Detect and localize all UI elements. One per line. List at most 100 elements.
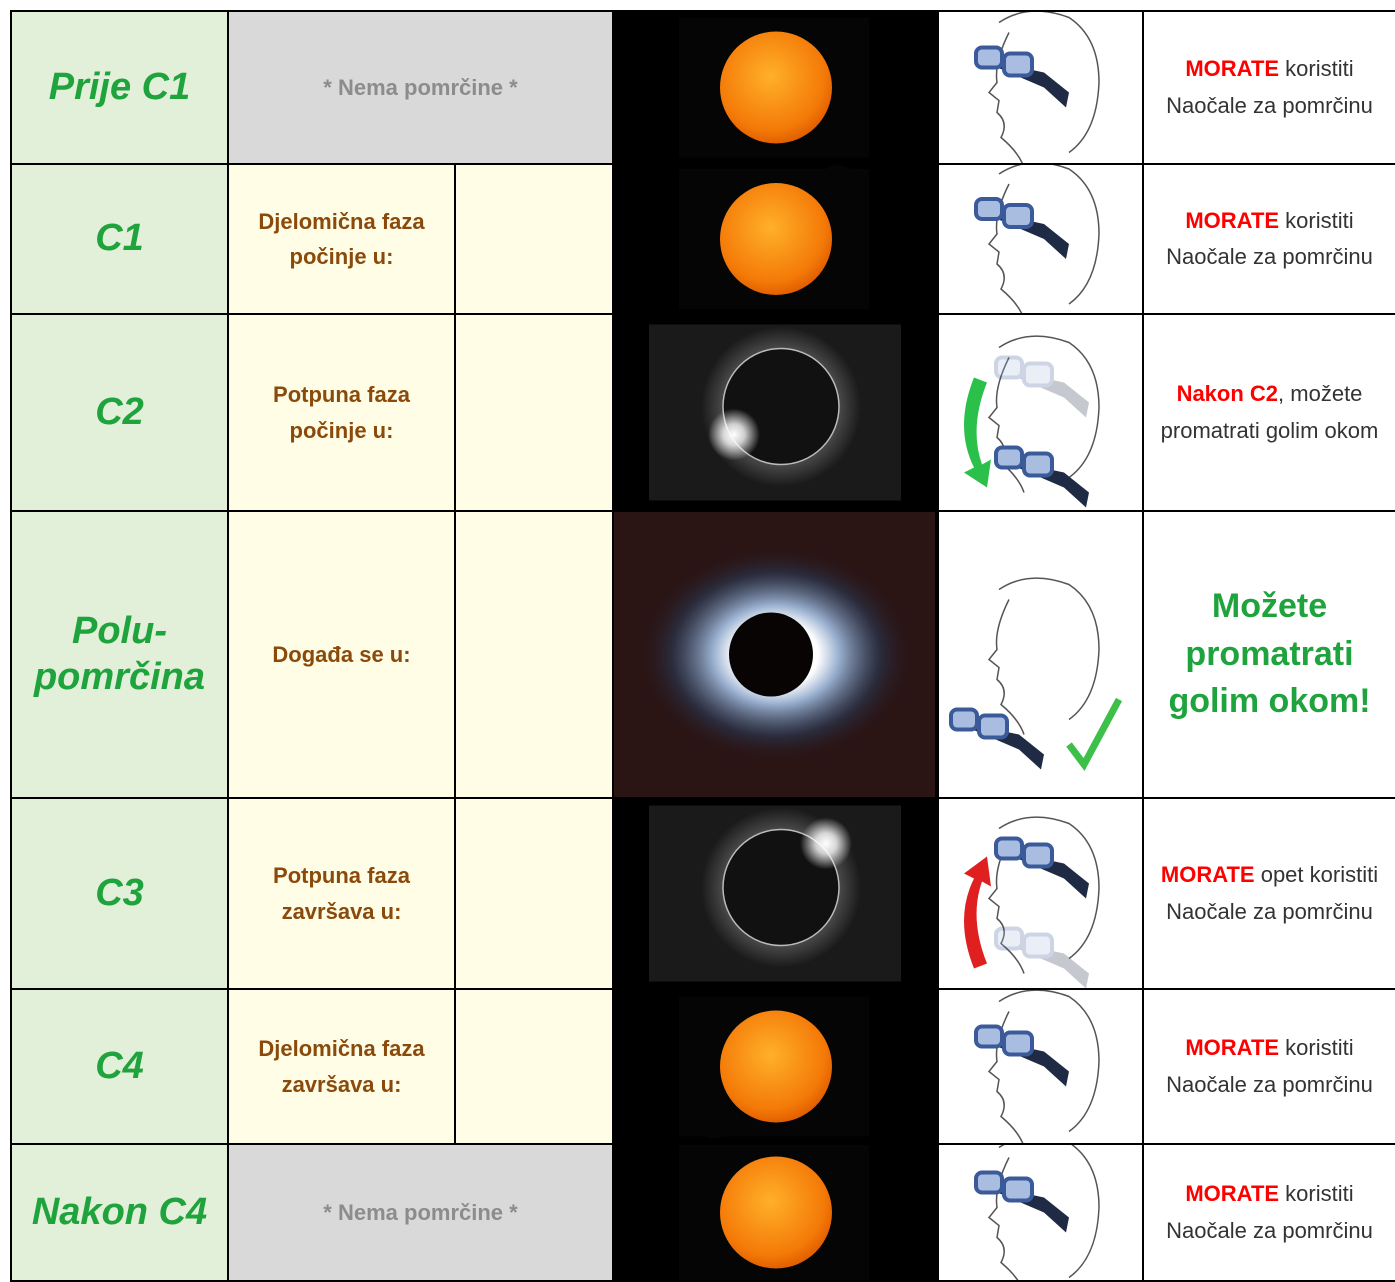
instruction-text: koristiti Naočale za pomrčinu — [1166, 207, 1373, 269]
phase-cell: C2 — [10, 313, 229, 512]
glasses-icon-cell — [937, 988, 1144, 1145]
illustration-part — [1002, 51, 1034, 78]
eclipse-image-cell — [612, 163, 939, 315]
illustration-part — [949, 707, 1044, 770]
instruction-cell: MORATE koristiti Naočale za pomrčinu — [1142, 1143, 1395, 1282]
illustration-part — [987, 991, 1100, 1142]
instruction-emphasis: MORATE — [1185, 1035, 1280, 1061]
time-cell — [454, 797, 614, 990]
illustration — [949, 577, 1123, 771]
illustration-part — [729, 612, 813, 697]
illustration-part — [987, 816, 1100, 974]
phase-cell: Polu-pomrčina — [10, 510, 229, 799]
phase-cell: Nakon C4 — [10, 1143, 229, 1282]
illustration-part — [1022, 842, 1054, 869]
illustration — [679, 166, 869, 309]
illustration-part — [994, 355, 1024, 380]
illustration — [964, 816, 1100, 987]
description-cell: Potpuna faza počinje u: — [227, 313, 456, 512]
table-row: C2 Potpuna faza počinje u: Nakon C2, možet… — [10, 313, 1395, 512]
time-cell — [454, 510, 614, 799]
illustration-part — [977, 713, 1009, 740]
illustration-part — [1022, 451, 1054, 478]
illustration-part — [994, 457, 1089, 508]
illustration-part — [994, 445, 1024, 470]
illustration-part — [1022, 361, 1054, 388]
illustration-part — [994, 355, 1089, 418]
eclipse-image-cell — [612, 313, 939, 512]
illustration-part — [974, 13, 1100, 162]
instruction-cell: Nakon C2, možete promatrati golim okom — [1142, 313, 1395, 512]
illustration-part — [1002, 1176, 1034, 1203]
illustration — [649, 324, 901, 501]
illustration-part — [974, 1170, 1069, 1233]
instruction-cell: MORATE opet koristiti Naočale za pomrčin… — [1142, 797, 1395, 990]
illustration-part — [800, 817, 852, 870]
table-row: Prije C1 * Nema pomrčine * MORATE koristit… — [10, 10, 1395, 165]
illustration-part — [974, 991, 1100, 1142]
illustration-part — [987, 577, 1100, 735]
illustration — [679, 1146, 869, 1279]
illustration-part — [994, 367, 1089, 418]
illustration-part — [720, 31, 832, 144]
illustration-part — [720, 183, 832, 295]
illustration-part — [1066, 697, 1123, 771]
illustration — [679, 996, 869, 1139]
phase-cell: Prije C1 — [10, 10, 229, 165]
illustration-part — [720, 1156, 832, 1269]
illustration — [974, 166, 1100, 312]
illustration-part — [987, 335, 1100, 493]
eclipse-image-cell — [612, 797, 939, 990]
illustration-part — [964, 335, 1100, 508]
glasses-icon-cell — [937, 797, 1144, 990]
instruction-text: opet koristiti Naočale za pomrčinu — [1166, 862, 1379, 924]
illustration — [679, 17, 869, 158]
illustration — [974, 991, 1100, 1142]
illustration — [974, 1146, 1100, 1279]
illustration-part — [1022, 932, 1054, 959]
illustration — [964, 335, 1100, 508]
time-cell — [454, 313, 614, 512]
eclipse-image-cell — [612, 988, 939, 1145]
illustration-part — [974, 45, 1069, 108]
instruction-cell: Možete promatrati golim okom! — [1142, 510, 1395, 799]
no-eclipse-cell: * Nema pomrčine * — [227, 10, 614, 165]
description-cell: Djelomična faza završava u: — [227, 988, 456, 1145]
illustration-part — [974, 1146, 1100, 1279]
table-row: C1 Djelomična faza počinje u: MORATE koris… — [10, 163, 1395, 315]
instruction-text: koristiti Naočale za pomrčinu — [1166, 1181, 1373, 1243]
phase-cell: C1 — [10, 163, 229, 315]
glasses-icon-cell — [937, 313, 1144, 512]
table-row: Nakon C4 * Nema pomrčine * MORATE koristit… — [10, 1143, 1395, 1282]
instruction-cell: MORATE koristiti Naočale za pomrčinu — [1142, 988, 1395, 1145]
instruction-emphasis: MORATE — [1160, 862, 1255, 888]
illustration-part — [974, 1024, 1069, 1087]
illustration-part — [708, 408, 760, 461]
illustration-part — [994, 445, 1089, 508]
illustration-part — [816, 166, 860, 209]
phase-cell: C3 — [10, 797, 229, 990]
illustration-part — [994, 836, 1089, 899]
illustration-part — [974, 209, 1069, 259]
illustration-part — [949, 577, 1123, 771]
illustration-part — [964, 856, 991, 969]
phase-cell: C4 — [10, 988, 229, 1145]
illustration-part — [692, 1094, 736, 1139]
instruction-emphasis: Nakon C2 — [1176, 381, 1279, 407]
illustration-part — [1002, 203, 1034, 229]
instruction-cell: MORATE koristiti Naočale za pomrčinu — [1142, 10, 1395, 165]
illustration-part — [994, 926, 1089, 987]
illustration — [649, 805, 901, 982]
instruction-text: , možete promatrati golim okom — [1160, 381, 1379, 443]
illustration-part — [994, 836, 1024, 861]
no-eclipse-cell: * Nema pomrčine * — [227, 1143, 614, 1282]
illustration-part — [994, 938, 1089, 987]
illustration-part — [974, 57, 1069, 108]
illustration-part — [974, 197, 1004, 221]
glasses-icon-cell — [937, 510, 1144, 799]
time-cell — [454, 988, 614, 1145]
glasses-icon-cell — [937, 10, 1144, 165]
instruction-text: koristiti Naočale za pomrčinu — [1166, 56, 1373, 118]
illustration-part — [994, 848, 1089, 899]
